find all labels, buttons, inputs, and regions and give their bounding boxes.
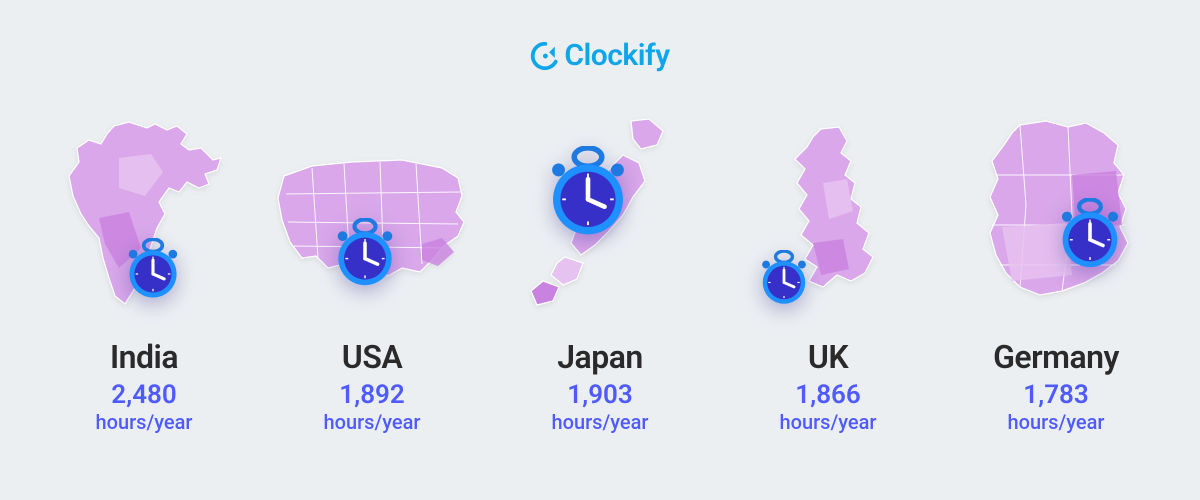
country-unit: hours/year [552,410,649,434]
clock-icon [542,146,634,242]
map-slot-usa [258,110,486,320]
country-name: USA [342,338,402,376]
map-slot-india [30,110,258,320]
country-unit: hours/year [96,410,193,434]
country-india: India 2,480 hours/year [30,110,258,434]
map-slot-germany [942,110,1170,320]
country-unit: hours/year [1008,410,1105,434]
map-slot-uk [714,110,942,320]
country-name: India [110,338,178,376]
country-hours: 1,783 [1023,382,1089,408]
country-hours: 1,866 [795,382,861,408]
clock-icon [756,250,812,310]
brand-name: Clockify [564,38,669,73]
clock-icon [122,238,184,304]
country-germany: Germany 1,783 hours/year [942,110,1170,434]
country-name: UK [808,338,848,376]
country-hours: 1,903 [567,382,633,408]
country-japan: Japan 1,903 hours/year [486,110,714,434]
country-hours: 1,892 [339,382,405,408]
country-hours: 2,480 [111,382,177,408]
country-name: Germany [993,338,1119,376]
clockify-logo-icon [530,41,560,71]
country-unit: hours/year [324,410,421,434]
country-unit: hours/year [780,410,877,434]
map-slot-japan [486,110,714,320]
countries-row: India 2,480 hours/year [0,110,1200,434]
country-uk: UK 1,866 hours/year [714,110,942,434]
brand-logo: Clockify [530,38,669,73]
clock-icon [1054,198,1126,274]
clock-icon [330,218,400,292]
country-name: Japan [557,338,643,376]
country-usa: USA 1,892 hours/year [258,110,486,434]
